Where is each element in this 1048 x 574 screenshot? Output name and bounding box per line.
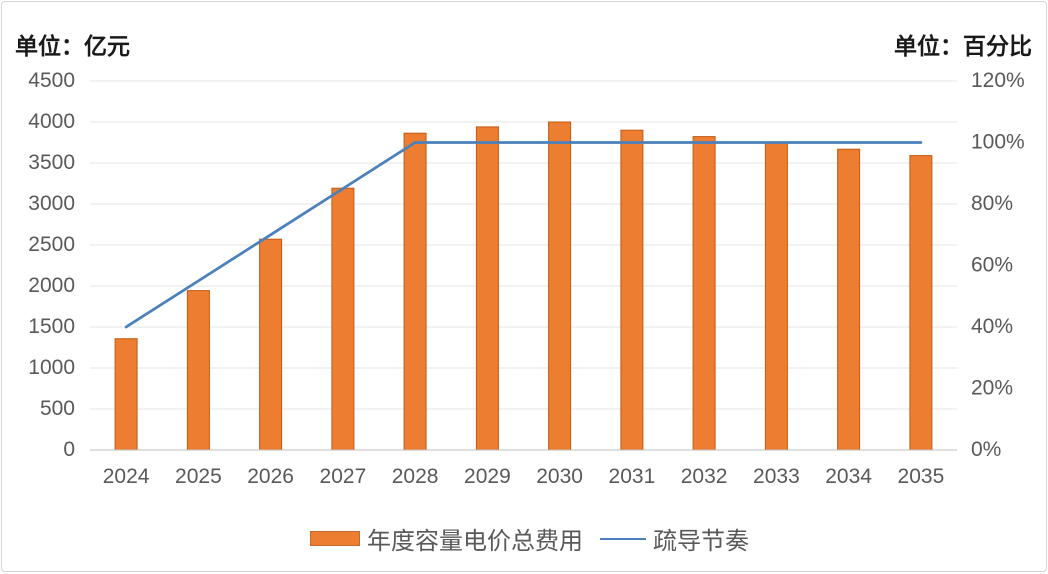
- svg-text:2000: 2000: [28, 274, 75, 297]
- svg-text:1000: 1000: [28, 356, 75, 379]
- svg-text:120%: 120%: [971, 69, 1025, 92]
- svg-text:2026: 2026: [247, 465, 294, 488]
- svg-text:40%: 40%: [971, 315, 1013, 338]
- svg-text:80%: 80%: [971, 192, 1013, 215]
- svg-text:0: 0: [63, 438, 75, 461]
- svg-text:2030: 2030: [536, 465, 583, 488]
- svg-text:4000: 4000: [28, 110, 75, 133]
- svg-text:100%: 100%: [971, 131, 1025, 154]
- svg-text:4500: 4500: [28, 69, 75, 92]
- svg-text:2034: 2034: [825, 465, 872, 488]
- svg-text:1500: 1500: [28, 315, 75, 338]
- svg-text:2500: 2500: [28, 233, 75, 256]
- svg-text:20%: 20%: [971, 377, 1013, 400]
- svg-text:2031: 2031: [609, 465, 656, 488]
- svg-text:3000: 3000: [28, 192, 75, 215]
- svg-text:2027: 2027: [320, 465, 367, 488]
- svg-text:2025: 2025: [175, 465, 222, 488]
- svg-text:3500: 3500: [28, 151, 75, 174]
- svg-text:2028: 2028: [392, 465, 439, 488]
- svg-text:2024: 2024: [103, 465, 150, 488]
- svg-text:2029: 2029: [464, 465, 511, 488]
- svg-text:0%: 0%: [971, 438, 1001, 461]
- svg-text:60%: 60%: [971, 254, 1013, 277]
- svg-text:500: 500: [40, 397, 75, 420]
- svg-text:2035: 2035: [898, 465, 945, 488]
- svg-text:2032: 2032: [681, 465, 728, 488]
- svg-text:2033: 2033: [753, 465, 800, 488]
